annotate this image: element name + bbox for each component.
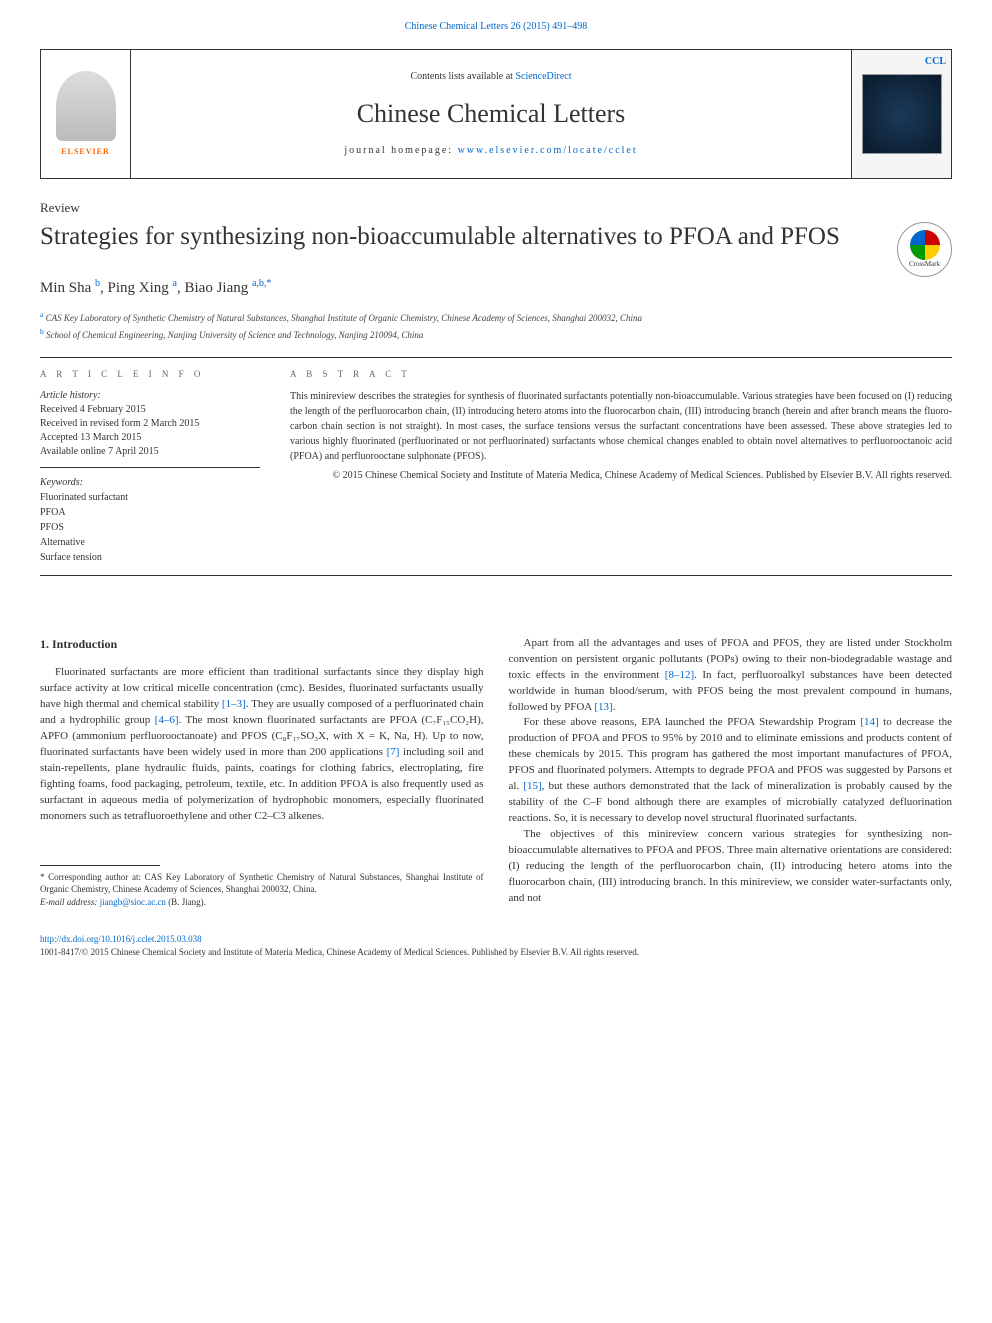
email-footnote: E-mail address: jiangb@sioc.ac.cn (B. Ji…: [40, 896, 484, 909]
reference-link[interactable]: [1–3]: [222, 698, 246, 710]
crossmark-icon: [910, 230, 940, 260]
history-label: Article history:: [40, 389, 260, 403]
history-received: Received 4 February 2015: [40, 403, 260, 417]
reference-link[interactable]: [13]: [594, 701, 612, 713]
reference-link[interactable]: [15]: [523, 780, 541, 792]
homepage-prefix: journal homepage:: [344, 145, 457, 156]
history-revised: Received in revised form 2 March 2015: [40, 417, 260, 431]
journal-citation[interactable]: Chinese Chemical Letters 26 (2015) 491–4…: [40, 20, 952, 34]
affiliations: a CAS Key Laboratory of Synthetic Chemis…: [40, 309, 952, 342]
body-paragraph: For these above reasons, EPA launched th…: [509, 715, 953, 827]
email-label: E-mail address:: [40, 897, 100, 907]
reference-link[interactable]: [4–6]: [155, 714, 179, 726]
keyword: Surface tension: [40, 550, 260, 565]
affiliation-a: CAS Key Laboratory of Synthetic Chemistr…: [46, 313, 642, 323]
abstract-heading: A B S T R A C T: [290, 368, 952, 381]
reference-link[interactable]: [14]: [860, 716, 878, 728]
article-title: Strategies for synthesizing non-bioaccum…: [40, 222, 877, 252]
crossmark-label: CrossMark: [909, 260, 940, 270]
reference-link[interactable]: [8–12]: [665, 669, 694, 681]
crossmark-badge[interactable]: CrossMark: [897, 222, 952, 277]
elsevier-label: ELSEVIER: [61, 146, 109, 157]
corresponding-footnote: * Corresponding author at: CAS Key Labor…: [40, 871, 484, 896]
footnote-rule: [40, 865, 160, 866]
keywords-label: Keywords:: [40, 476, 260, 490]
keyword: PFOS: [40, 520, 260, 535]
authors: Min Sha b, Ping Xing a, Biao Jiang a,b,*: [40, 277, 952, 299]
abstract: A B S T R A C T This minireview describe…: [290, 368, 952, 565]
left-column: 1. Introduction Fluorinated surfactants …: [40, 636, 484, 909]
history-accepted: Accepted 13 March 2015: [40, 431, 260, 445]
keywords-list: Fluorinated surfactant PFOA PFOS Alterna…: [40, 490, 260, 565]
keyword: Fluorinated surfactant: [40, 490, 260, 505]
journal-name: Chinese Chemical Letters: [357, 96, 626, 132]
homepage-line: journal homepage: www.elsevier.com/locat…: [344, 144, 637, 158]
footer-copyright: 1001-8417/© 2015 Chinese Chemical Societ…: [40, 946, 952, 959]
reference-link[interactable]: [7]: [387, 746, 400, 758]
keyword: PFOA: [40, 505, 260, 520]
elsevier-tree-icon: [56, 71, 116, 141]
cover-image: [862, 74, 942, 154]
contents-prefix: Contents lists available at: [410, 71, 515, 82]
article-type: Review: [40, 199, 952, 217]
rule: [40, 575, 952, 576]
abstract-copyright: © 2015 Chinese Chemical Society and Inst…: [290, 469, 952, 483]
cover-label: CCL: [925, 55, 946, 69]
homepage-link[interactable]: www.elsevier.com/locate/cclet: [458, 145, 638, 156]
body-paragraph: Apart from all the advantages and uses o…: [509, 636, 953, 716]
sciencedirect-link[interactable]: ScienceDirect: [515, 71, 571, 82]
body-columns: 1. Introduction Fluorinated surfactants …: [40, 636, 952, 909]
article-info: A R T I C L E I N F O Article history: R…: [40, 368, 260, 565]
history-online: Available online 7 April 2015: [40, 445, 260, 459]
doi-link[interactable]: http://dx.doi.org/10.1016/j.cclet.2015.0…: [40, 933, 952, 946]
email-suffix: (B. Jiang).: [166, 897, 206, 907]
affiliation-b: School of Chemical Engineering, Nanjing …: [46, 330, 423, 340]
header-center: Contents lists available at ScienceDirec…: [131, 50, 851, 178]
rule: [40, 357, 952, 358]
elsevier-logo: ELSEVIER: [41, 50, 131, 178]
email-link[interactable]: jiangb@sioc.ac.cn: [100, 897, 166, 907]
journal-header: ELSEVIER Contents lists available at Sci…: [40, 49, 952, 179]
body-paragraph: Fluorinated surfactants are more efficie…: [40, 665, 484, 824]
contents-line: Contents lists available at ScienceDirec…: [410, 70, 571, 84]
abstract-text: This minireview describes the strategies…: [290, 389, 952, 464]
section-heading: 1. Introduction: [40, 636, 484, 653]
keyword: Alternative: [40, 535, 260, 550]
journal-cover: CCL: [851, 50, 951, 178]
right-column: Apart from all the advantages and uses o…: [509, 636, 953, 909]
body-paragraph: The objectives of this minireview concer…: [509, 827, 953, 907]
article-info-heading: A R T I C L E I N F O: [40, 368, 260, 381]
